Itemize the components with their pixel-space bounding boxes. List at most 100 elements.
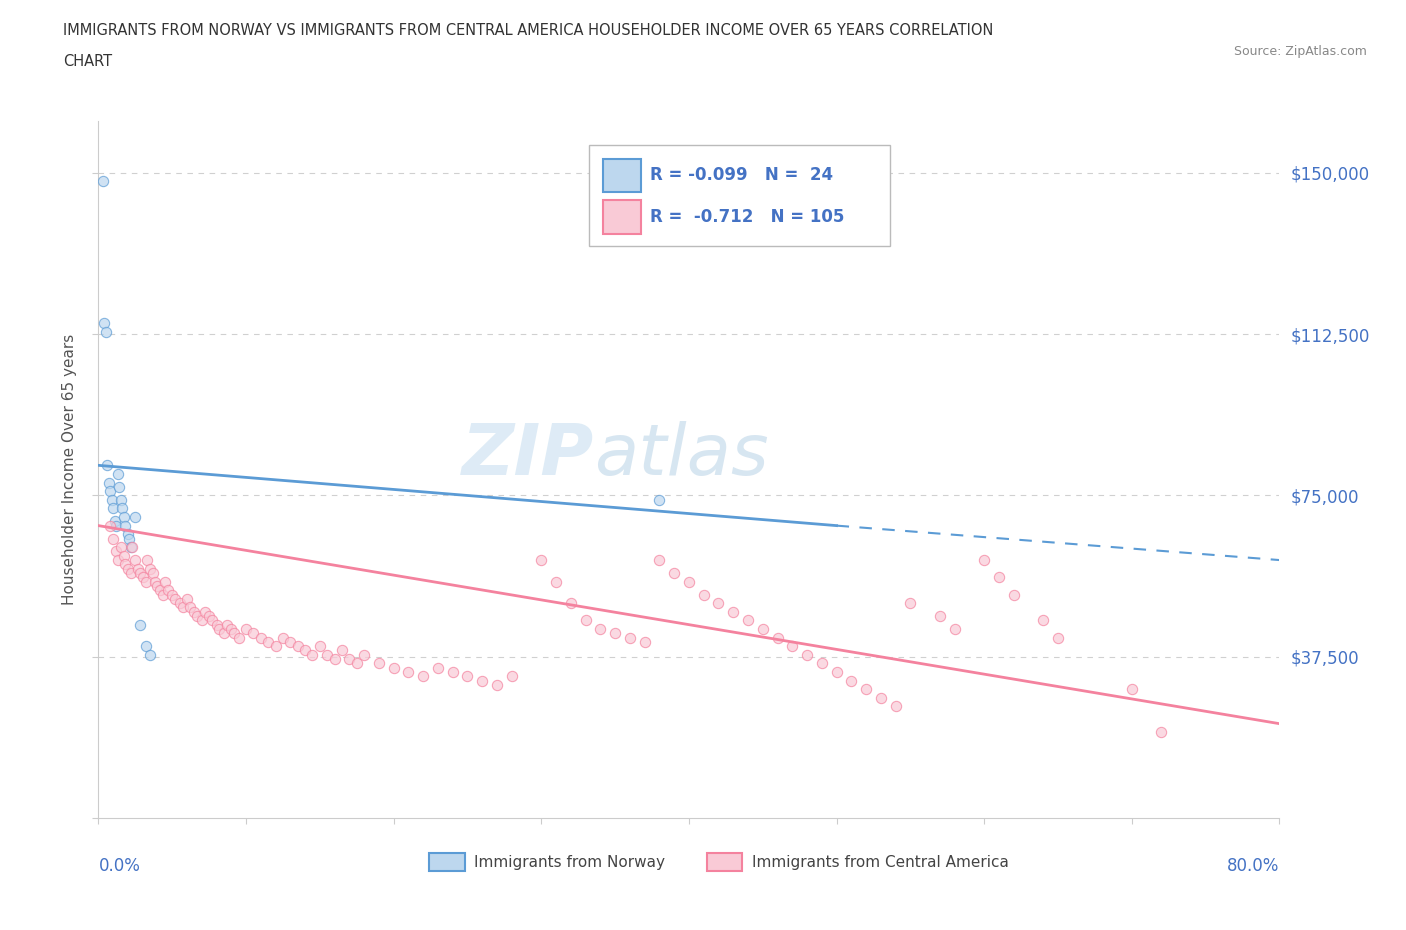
Point xyxy=(194,604,217,619)
Point xyxy=(330,643,353,658)
Point xyxy=(228,631,250,645)
Point xyxy=(766,631,789,645)
Point xyxy=(112,549,135,564)
Point xyxy=(368,656,391,671)
Point xyxy=(93,316,115,331)
Point xyxy=(149,583,172,598)
Point xyxy=(486,677,509,692)
Point xyxy=(121,539,143,554)
Point xyxy=(96,458,118,472)
Point xyxy=(339,652,361,667)
FancyBboxPatch shape xyxy=(603,201,641,234)
Point xyxy=(183,604,205,619)
Point xyxy=(884,699,907,714)
Point xyxy=(169,596,191,611)
Point xyxy=(605,626,627,641)
Point xyxy=(1121,682,1143,697)
Point xyxy=(165,591,187,606)
Point xyxy=(179,600,201,615)
Point xyxy=(825,665,848,680)
Point xyxy=(128,618,150,632)
Point xyxy=(176,591,198,606)
Point xyxy=(186,608,208,623)
Point xyxy=(191,613,214,628)
Point xyxy=(97,475,120,490)
Point xyxy=(316,647,339,662)
Point xyxy=(118,531,141,546)
Point xyxy=(142,565,165,580)
Point xyxy=(323,652,346,667)
Point xyxy=(412,669,434,684)
Point xyxy=(870,690,893,705)
Point xyxy=(294,643,316,658)
Point xyxy=(346,656,368,671)
Point xyxy=(900,596,922,611)
Point xyxy=(271,631,294,645)
Point xyxy=(91,174,114,189)
Point xyxy=(782,639,804,654)
Point xyxy=(457,669,479,684)
FancyBboxPatch shape xyxy=(429,854,464,870)
Point xyxy=(128,565,150,580)
Point xyxy=(723,604,745,619)
Point xyxy=(198,608,221,623)
Point xyxy=(664,565,686,580)
Point xyxy=(235,621,257,636)
Point xyxy=(100,492,122,507)
Point xyxy=(117,561,139,576)
FancyBboxPatch shape xyxy=(603,159,641,193)
Point xyxy=(221,621,243,636)
Point xyxy=(136,552,159,567)
Point xyxy=(988,570,1011,585)
Point xyxy=(212,626,235,641)
Point xyxy=(707,596,730,611)
Point xyxy=(301,647,323,662)
Text: CHART: CHART xyxy=(63,54,112,69)
Point xyxy=(124,552,146,567)
FancyBboxPatch shape xyxy=(589,145,890,246)
Point xyxy=(114,557,136,572)
Point xyxy=(382,660,405,675)
Point xyxy=(752,621,775,636)
Point xyxy=(1002,587,1025,602)
Point xyxy=(132,570,155,585)
Point xyxy=(162,587,183,602)
Point xyxy=(139,561,162,576)
FancyBboxPatch shape xyxy=(707,854,742,870)
Point xyxy=(250,631,273,645)
Point xyxy=(108,480,131,495)
Point xyxy=(215,618,238,632)
Point xyxy=(107,552,129,567)
Point xyxy=(224,626,246,641)
Point xyxy=(120,565,142,580)
Point xyxy=(139,647,162,662)
Point xyxy=(634,634,657,649)
Point xyxy=(98,484,121,498)
Point xyxy=(103,531,125,546)
Point xyxy=(135,639,157,654)
Point xyxy=(205,618,228,632)
Point xyxy=(98,518,121,533)
Point xyxy=(153,574,176,589)
Point xyxy=(120,539,142,554)
Point xyxy=(575,613,598,628)
Point xyxy=(111,501,134,516)
Point xyxy=(135,574,157,589)
Text: R =  -0.712   N = 105: R = -0.712 N = 105 xyxy=(650,208,845,226)
Point xyxy=(127,561,149,576)
Point xyxy=(693,587,716,602)
Point xyxy=(943,621,966,636)
Point xyxy=(471,673,494,688)
Text: R = -0.099   N =  24: R = -0.099 N = 24 xyxy=(650,166,834,184)
Point xyxy=(146,578,169,593)
Point xyxy=(1032,613,1054,628)
Text: Immigrants from Norway: Immigrants from Norway xyxy=(474,855,665,870)
Point xyxy=(589,621,612,636)
Point xyxy=(737,613,759,628)
Point xyxy=(530,552,553,567)
Point xyxy=(107,467,129,482)
Point xyxy=(208,621,231,636)
Point xyxy=(619,631,641,645)
Y-axis label: Householder Income Over 65 years: Householder Income Over 65 years xyxy=(62,334,77,605)
Point xyxy=(796,647,818,662)
